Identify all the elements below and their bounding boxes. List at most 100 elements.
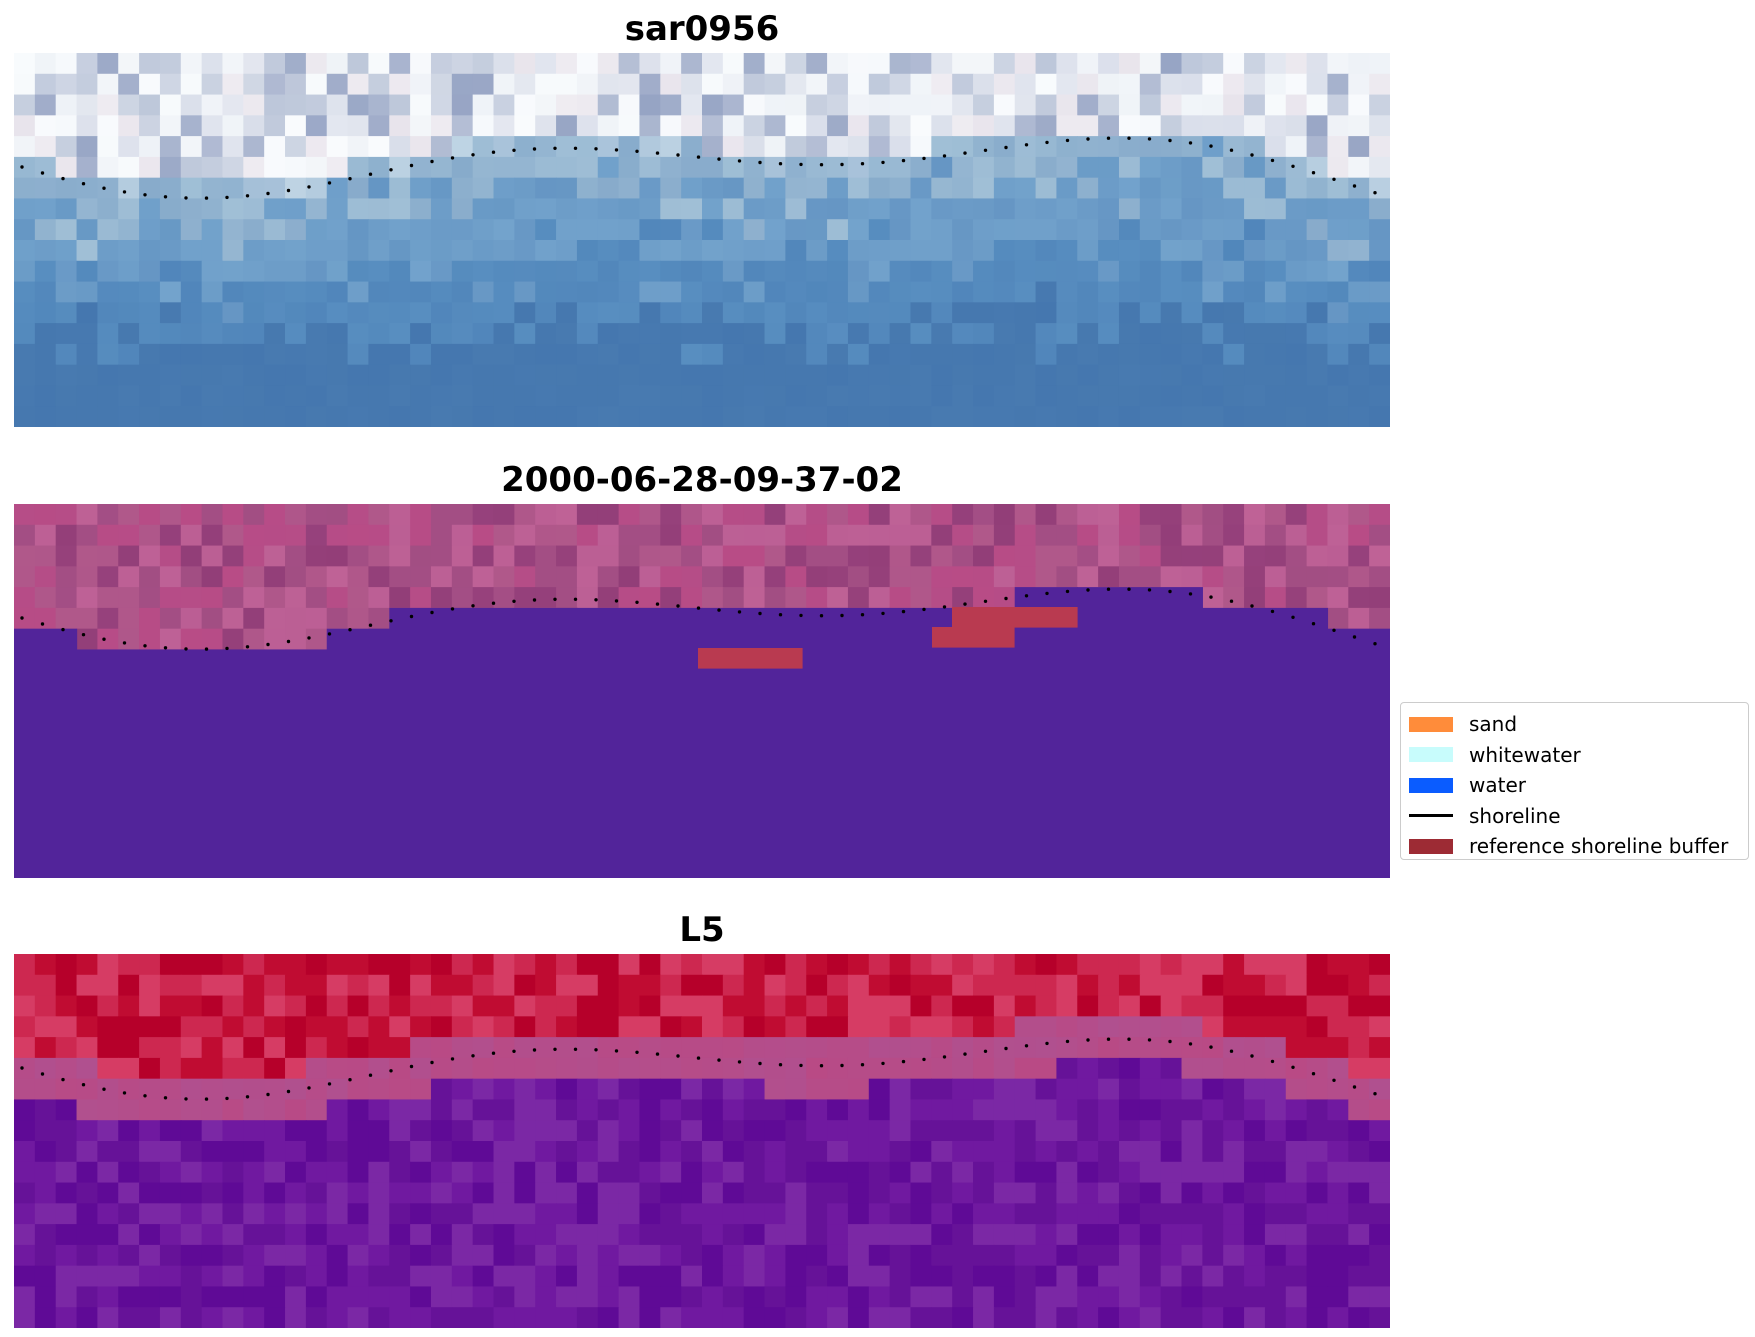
shoreline-dot <box>983 1049 988 1053</box>
land-pixel <box>472 545 495 567</box>
image-pixel <box>1348 281 1370 303</box>
index-pixel <box>1369 1016 1390 1038</box>
index-pixel <box>952 1244 974 1267</box>
index-pixel <box>243 1182 265 1204</box>
index-pixel <box>76 1099 98 1121</box>
index-pixel <box>993 954 1016 976</box>
image-pixel <box>931 302 953 324</box>
shoreline-dot <box>1291 1065 1295 1069</box>
index-pixel <box>451 1286 474 1308</box>
image-pixel <box>1139 198 1162 220</box>
image-pixel <box>1264 198 1287 220</box>
index-pixel <box>76 1265 98 1288</box>
land-pixel <box>368 587 390 609</box>
land-pixel <box>514 566 536 588</box>
index-pixel <box>722 1037 745 1059</box>
land-pixel <box>1098 545 1120 567</box>
index-pixel <box>472 1224 495 1246</box>
index-pixel <box>243 1141 265 1163</box>
index-pixel <box>1369 995 1390 1017</box>
shoreline-dot <box>40 1072 45 1076</box>
index-pixel <box>201 995 224 1017</box>
shoreline-dot <box>389 168 393 172</box>
index-pixel <box>1348 1057 1370 1080</box>
image-pixel <box>556 136 578 158</box>
index-pixel <box>1306 1120 1329 1142</box>
whitewater-swatch <box>1409 747 1453 763</box>
image-pixel <box>222 385 244 407</box>
image-pixel <box>14 177 36 200</box>
image-pixel <box>1223 73 1245 96</box>
land-pixel <box>952 524 974 547</box>
shoreline-dot <box>327 632 332 636</box>
shoreline-dot <box>204 196 209 200</box>
index-pixel <box>1348 1120 1370 1142</box>
image-pixel <box>1264 406 1287 427</box>
index-pixel <box>493 1161 515 1184</box>
index-pixel <box>1306 1016 1329 1038</box>
index-pixel <box>1264 1182 1287 1204</box>
index-pixel <box>535 1057 557 1080</box>
image-pixel <box>389 406 411 427</box>
shoreline-dot <box>327 181 332 185</box>
land-pixel <box>180 628 203 651</box>
index-pixel <box>1014 1099 1037 1121</box>
shoreline-dot <box>81 633 86 637</box>
image-pixel <box>76 281 98 303</box>
image-pixel <box>806 323 828 345</box>
shoreline-dot <box>430 159 434 164</box>
image-pixel <box>410 73 432 96</box>
index-pixel <box>118 1037 140 1059</box>
image-pixel <box>243 198 265 220</box>
index-pixel <box>660 954 682 976</box>
image-pixel <box>243 385 265 407</box>
image-pixel <box>159 136 182 158</box>
image-pixel <box>514 73 536 96</box>
shoreline-dot <box>696 606 701 610</box>
image-pixel <box>34 364 57 387</box>
image-pixel <box>347 406 370 427</box>
image-pixel <box>1077 281 1099 303</box>
shoreline-dot <box>471 1054 475 1058</box>
image-pixel <box>139 73 161 96</box>
index-pixel <box>1306 1307 1329 1328</box>
land-pixel <box>493 566 515 588</box>
image-pixel <box>868 281 891 303</box>
index-pixel <box>1348 1286 1370 1308</box>
index-pixel <box>1035 954 1058 976</box>
image-pixel <box>722 156 745 179</box>
image-pixel <box>702 281 724 303</box>
land-pixel <box>493 504 515 526</box>
index-pixel <box>410 1286 432 1308</box>
index-pixel <box>847 1057 870 1080</box>
index-pixel <box>681 1016 703 1038</box>
image-pixel <box>180 343 203 366</box>
image-pixel <box>618 406 641 427</box>
image-pixel <box>556 385 578 407</box>
index-pixel <box>34 1141 57 1163</box>
image-pixel <box>451 281 474 303</box>
shoreline-dot <box>778 1063 783 1067</box>
image-pixel <box>868 302 891 324</box>
index-pixel <box>1098 1182 1120 1204</box>
land-pixel <box>493 545 515 567</box>
index-pixel <box>1118 1224 1141 1246</box>
index-pixel <box>576 1120 599 1142</box>
image-pixel <box>1306 406 1329 427</box>
image-pixel <box>493 136 515 158</box>
index-pixel <box>1369 1203 1390 1225</box>
image-pixel <box>1348 198 1370 220</box>
index-pixel <box>1285 954 1308 976</box>
image-pixel <box>1348 323 1370 345</box>
image-pixel <box>472 94 495 116</box>
index-pixel <box>743 1016 766 1038</box>
image-pixel <box>743 73 766 96</box>
image-pixel <box>430 385 453 407</box>
index-pixel <box>973 1244 995 1267</box>
land-pixel <box>973 587 995 609</box>
index-pixel <box>993 1265 1016 1288</box>
image-pixel <box>430 115 453 137</box>
image-pixel <box>1327 94 1349 116</box>
image-pixel <box>139 177 161 200</box>
index-pixel <box>1181 1307 1203 1328</box>
